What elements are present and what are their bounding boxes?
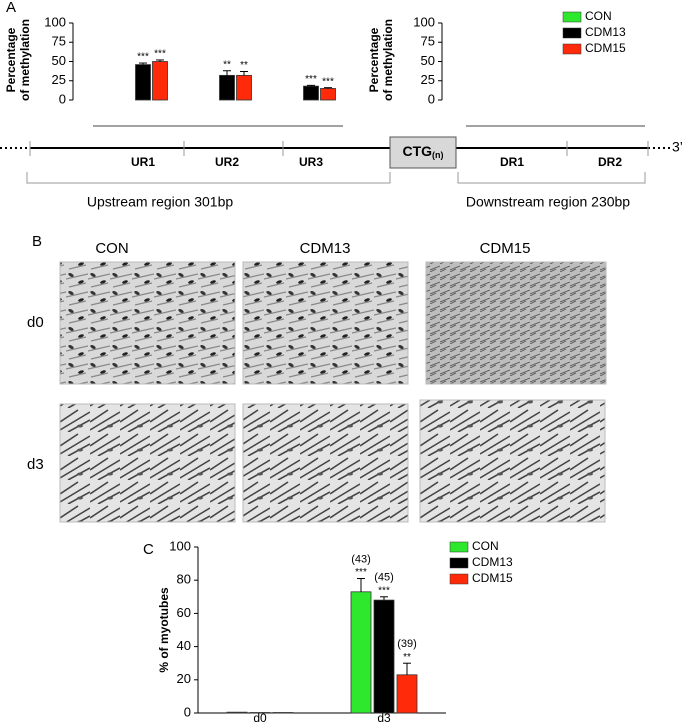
y-axis-label: Percentage	[4, 27, 18, 92]
micrograph	[419, 399, 606, 523]
y-tick-label: 80	[177, 572, 191, 587]
ctg-box	[389, 136, 457, 169]
legend-swatch	[449, 557, 469, 569]
row-label: d0	[27, 314, 44, 331]
region-label: Upstream region 301bp	[87, 194, 234, 210]
significance-label: ***	[355, 567, 367, 578]
ctg-label: CTG(n)	[402, 143, 443, 161]
legend-swatch	[562, 43, 582, 55]
bar	[152, 61, 168, 101]
significance-label: ***	[137, 52, 149, 63]
micrograph	[425, 261, 607, 385]
bar	[350, 591, 372, 714]
x-tick-label: UR3	[299, 155, 323, 169]
micrograph	[242, 261, 409, 385]
y-tick-label: 25	[52, 72, 66, 87]
count-label: (45)	[374, 572, 394, 584]
panel-label: C	[143, 541, 154, 558]
count-label: (39)	[397, 638, 417, 650]
y-tick-label: 75	[421, 34, 435, 49]
y-tick-label: 0	[184, 704, 191, 719]
region-ticks	[29, 141, 649, 156]
significance-label: ***	[305, 74, 317, 85]
legend-swatch	[562, 11, 582, 23]
bar	[236, 74, 252, 101]
bar	[396, 674, 418, 714]
bracket	[457, 172, 646, 184]
y-axis-label: of methylation	[18, 19, 32, 101]
bar	[303, 85, 319, 101]
y-tick-label: 60	[177, 605, 191, 620]
ctg-subscript: (n)	[432, 150, 444, 160]
row-label: d3	[27, 456, 44, 473]
bar	[219, 74, 235, 101]
micrograph	[59, 403, 236, 523]
column-label: CDM15	[480, 240, 531, 257]
bar	[320, 88, 336, 101]
legend-swatch	[449, 573, 469, 585]
significance-label: **	[403, 652, 411, 663]
y-tick-label: 100	[44, 14, 66, 29]
y-axis-label: Percentage	[367, 27, 381, 92]
micrograph	[242, 403, 409, 523]
y-tick-label: 0	[428, 91, 435, 106]
bar	[135, 64, 151, 101]
micrograph	[59, 261, 236, 385]
legend-swatch	[449, 541, 469, 553]
y-tick-label: 100	[413, 14, 435, 29]
legend-swatch	[562, 27, 582, 39]
legend-label: CDM15	[585, 41, 626, 55]
bracket	[26, 172, 391, 184]
significance-label: **	[240, 60, 248, 71]
y-tick-label: 0	[59, 91, 66, 106]
region-label: Downstream region 230bp	[466, 194, 630, 210]
significance-label: ***	[322, 76, 334, 87]
end-label: 3’	[672, 139, 683, 155]
ctg-text: CTG	[402, 143, 432, 159]
bar	[373, 599, 395, 714]
bar	[226, 711, 248, 714]
y-axis-label: of methylation	[381, 19, 395, 101]
x-tick-label: UR2	[215, 155, 239, 169]
y-tick-label: 25	[421, 72, 435, 87]
legend-label: CON	[585, 9, 612, 23]
significance-label: ***	[154, 49, 166, 60]
x-tick-label: DR2	[598, 155, 622, 169]
y-tick-label: 40	[177, 638, 191, 653]
column-label: CON	[95, 240, 128, 257]
y-tick-label: 20	[177, 671, 191, 686]
x-tick-label: d0	[253, 711, 267, 725]
significance-label: **	[223, 59, 231, 70]
significance-label: ***	[378, 585, 390, 596]
count-label: (43)	[351, 553, 371, 565]
y-tick-label: 50	[52, 53, 66, 68]
y-axis-label: % of myotubes	[157, 587, 171, 673]
panel-label: A	[6, 0, 16, 16]
x-tick-label: UR1	[131, 155, 155, 169]
y-tick-label: 75	[52, 34, 66, 49]
y-tick-label: 100	[169, 538, 191, 553]
legend-label: CDM13	[472, 555, 513, 569]
panel-label: B	[32, 233, 42, 250]
y-tick-label: 50	[421, 53, 435, 68]
column-label: CDM13	[300, 240, 351, 257]
legend-label: CDM13	[585, 25, 626, 39]
legend-label: CON	[472, 539, 499, 553]
legend-label: CDM15	[472, 571, 513, 585]
x-tick-label: d3	[377, 711, 391, 725]
x-tick-label: DR1	[500, 155, 524, 169]
